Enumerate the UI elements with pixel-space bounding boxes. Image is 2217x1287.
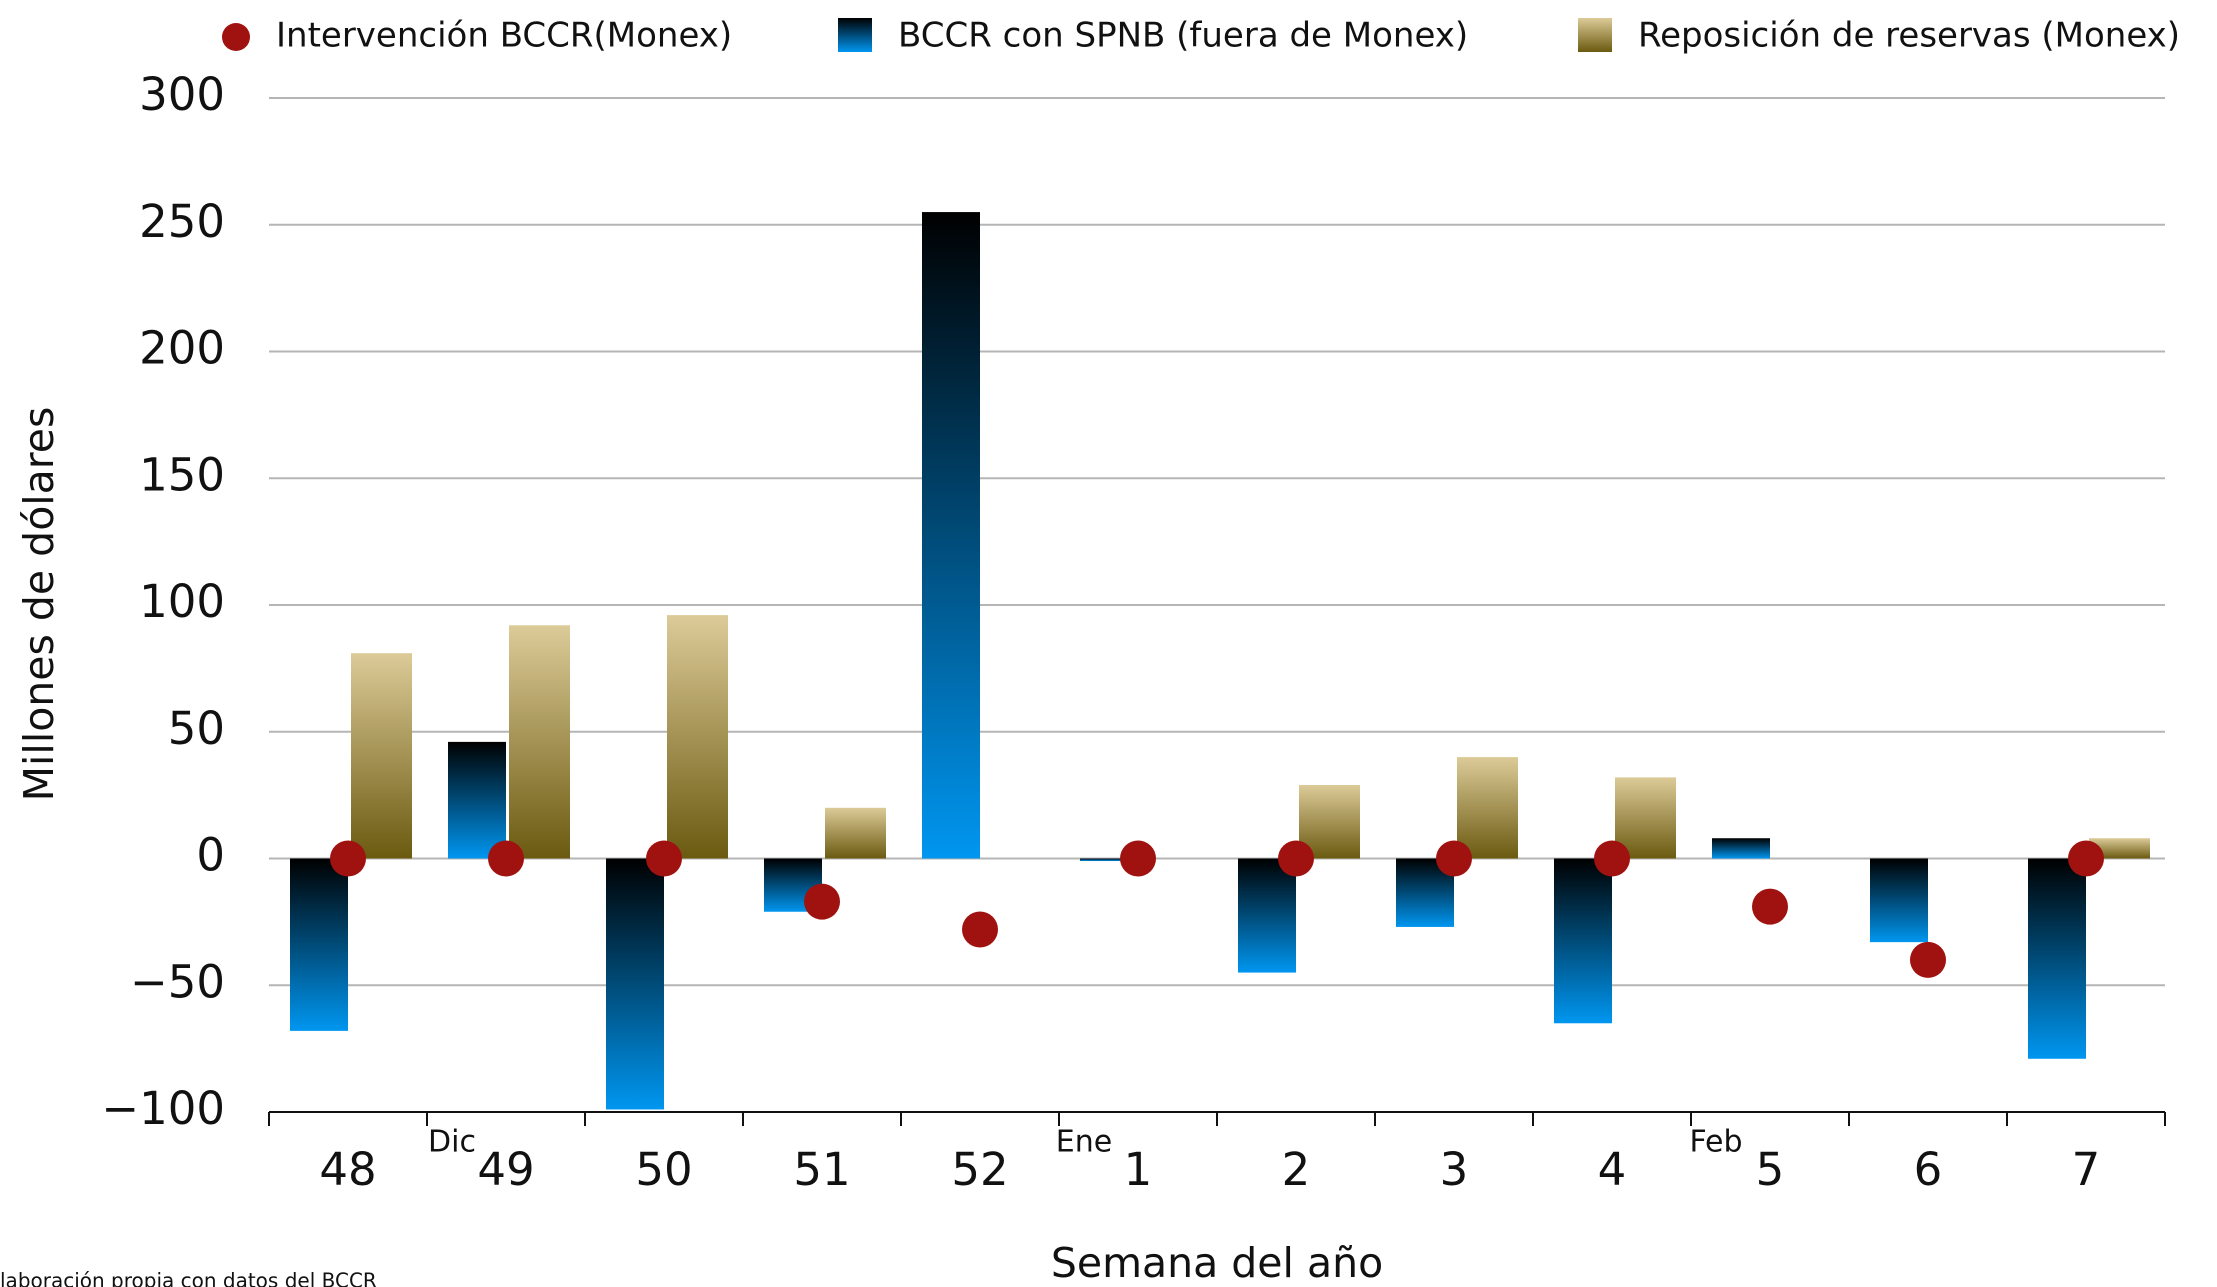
- dot: [1910, 941, 1946, 978]
- x-tick-label: 3: [1440, 1143, 1469, 1196]
- dot: [330, 840, 366, 877]
- month-annotation: Dic: [428, 1125, 476, 1160]
- month-annotation: Feb: [1689, 1125, 1742, 1160]
- dot: [804, 883, 840, 920]
- bar: [922, 212, 980, 859]
- y-tick-label: 250: [139, 195, 225, 248]
- bar: [825, 807, 886, 859]
- dot: [646, 840, 682, 877]
- legend-swatch: [222, 23, 250, 51]
- dot: [1594, 840, 1630, 877]
- x-tick-label: 4: [1598, 1143, 1627, 1196]
- bar: [1238, 858, 1296, 973]
- bar: [1870, 858, 1928, 943]
- dot: [2068, 840, 2104, 877]
- legend-swatch: [1578, 18, 1612, 52]
- bar: [351, 653, 412, 859]
- bar: [448, 741, 506, 859]
- x-tick-label: 50: [635, 1143, 692, 1196]
- y-tick-label: 100: [139, 575, 225, 628]
- x-axis-title: Semana del año: [1051, 1239, 1383, 1287]
- dot: [1436, 840, 1472, 877]
- bar: [2089, 838, 2150, 859]
- x-tick-label: 52: [951, 1143, 1008, 1196]
- y-tick-label: 50: [168, 702, 225, 755]
- y-tick-label: −50: [130, 955, 225, 1008]
- bar: [1457, 757, 1518, 859]
- x-tick-label: 49: [477, 1143, 534, 1196]
- dot: [1278, 840, 1314, 877]
- x-tick-label: 7: [2072, 1143, 2101, 1196]
- y-axis-title: Millones de dólares: [15, 407, 63, 802]
- bar: [1554, 858, 1612, 1024]
- x-tick-label: 6: [1914, 1143, 1943, 1196]
- dot: [962, 911, 998, 948]
- x-tick-label: 51: [793, 1143, 850, 1196]
- x-tick-label: 5: [1756, 1143, 1785, 1196]
- y-tick-label: 0: [196, 829, 225, 882]
- legend-label: Intervención BCCR(Monex): [276, 16, 732, 56]
- bar: [606, 858, 664, 1110]
- bar: [290, 858, 348, 1031]
- bar: [667, 615, 728, 859]
- legend-swatch: [838, 18, 872, 52]
- x-tick-label: 1: [1124, 1143, 1153, 1196]
- x-tick-label: 48: [319, 1143, 376, 1196]
- bar: [509, 625, 570, 859]
- dot: [1120, 840, 1156, 877]
- bar: [2028, 858, 2086, 1059]
- y-tick-label: 200: [139, 322, 225, 375]
- month-annotation: Ene: [1056, 1125, 1112, 1160]
- y-tick-label: −100: [101, 1082, 225, 1135]
- bar: [1080, 858, 1138, 862]
- bar: [1712, 838, 1770, 859]
- x-tick-label: 2: [1282, 1143, 1311, 1196]
- legend-label: Reposición de reservas (Monex): [1638, 16, 2180, 56]
- y-tick-label: 300: [139, 68, 225, 121]
- dot: [1752, 888, 1788, 925]
- y-tick-label: 150: [139, 448, 225, 501]
- dot: [488, 840, 524, 877]
- legend-label: BCCR con SPNB (fuera de Monex): [898, 16, 1468, 56]
- bar: [1615, 777, 1676, 859]
- source-note: laboración propia con datos del BCCR: [0, 1269, 377, 1287]
